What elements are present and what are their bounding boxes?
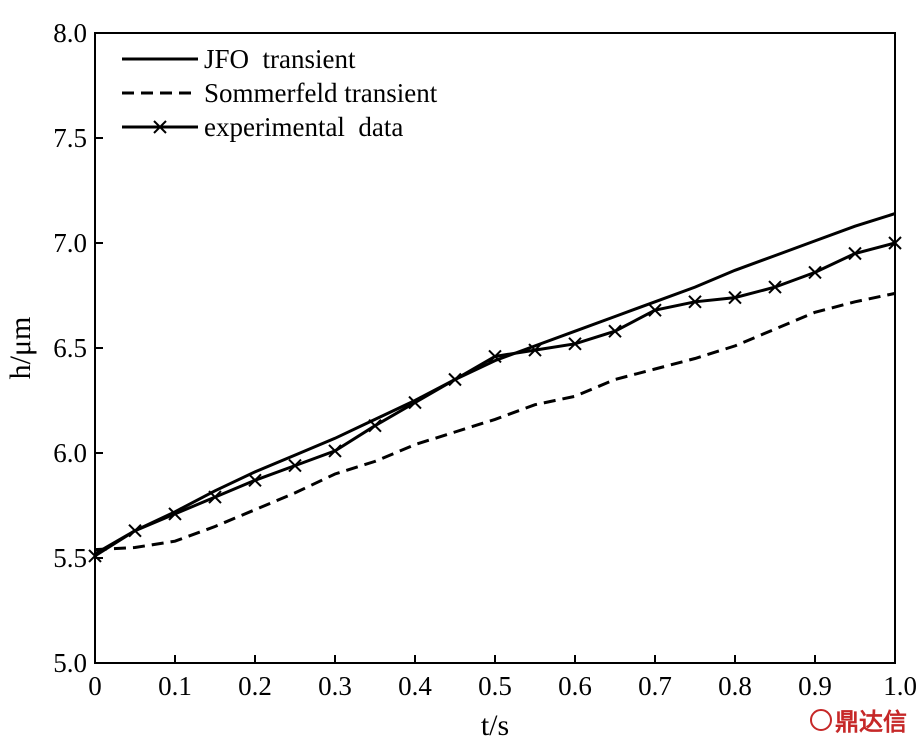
data-point-marker <box>168 507 182 521</box>
x-tick-label: 1.0 <box>883 671 917 701</box>
data-point-marker <box>728 290 742 305</box>
data-point-marker <box>768 280 782 294</box>
x-tick-label: 0.5 <box>478 671 512 701</box>
series-line <box>94 291 896 552</box>
data-point-marker <box>88 549 102 563</box>
legend-label: Sommerfeld transient <box>204 78 438 108</box>
x-tick-label: 0.7 <box>638 671 672 701</box>
y-axis: 5.0 5.5 6.0 6.5 7.0 7.5 8.0 <box>53 18 103 678</box>
data-point-marker <box>488 349 502 364</box>
data-point-marker <box>448 372 462 387</box>
y-axis-title: h/μm <box>4 317 37 380</box>
x-axis: 0 0.1 0.2 0.3 0.4 0.5 0.6 0.7 0.8 0.9 1.0 <box>88 655 917 701</box>
series-line <box>94 241 896 558</box>
data-point-marker <box>368 418 382 433</box>
series-3 <box>88 236 902 563</box>
data-point-marker <box>528 343 542 357</box>
data-point-marker <box>808 265 822 280</box>
data-point-marker <box>648 303 662 317</box>
legend-label: experimental data <box>204 112 403 142</box>
data-point-marker <box>848 246 862 261</box>
x-tick-label: 0 <box>88 671 102 701</box>
x-tick-label: 0.3 <box>318 671 352 701</box>
y-tick-label: 8.0 <box>53 18 87 48</box>
data-point-marker <box>248 473 262 488</box>
series-2 <box>94 291 896 552</box>
x-tick-label: 0.6 <box>558 671 592 701</box>
x-tick-label: 0.4 <box>398 671 432 701</box>
x-tick-label: 0.2 <box>238 671 272 701</box>
data-point-marker <box>688 295 702 309</box>
data-point-marker <box>568 337 582 351</box>
data-point-marker <box>408 395 422 410</box>
series-1 <box>94 212 896 556</box>
y-tick-label: 6.0 <box>53 438 87 468</box>
watermark-text: 鼎达信 <box>835 708 907 736</box>
series-layer <box>88 212 902 563</box>
x-tick-label: 0.9 <box>798 671 832 701</box>
series-line <box>94 212 896 556</box>
y-tick-label: 7.5 <box>53 123 87 153</box>
watermark: 鼎达信 <box>810 702 907 737</box>
logo-icon <box>810 708 832 731</box>
data-point-marker <box>208 490 222 504</box>
y-tick-label: 5.0 <box>53 648 87 678</box>
y-tick-label: 5.5 <box>53 543 87 573</box>
legend-label: JFO transient <box>204 44 356 74</box>
legend: JFO transient Sommerfeld transient experim… <box>122 44 438 142</box>
data-point-marker <box>128 523 142 538</box>
x-axis-title: t/s <box>481 709 509 741</box>
y-tick-label: 7.0 <box>53 228 87 258</box>
data-point-marker <box>328 444 342 458</box>
x-tick-label: 0.8 <box>718 671 752 701</box>
data-point-marker <box>153 120 167 134</box>
data-point-marker <box>288 458 302 473</box>
y-tick-label: 6.5 <box>53 333 87 363</box>
data-point-marker <box>608 324 622 338</box>
x-tick-label: 0.1 <box>158 671 192 701</box>
data-point-marker <box>888 236 902 250</box>
